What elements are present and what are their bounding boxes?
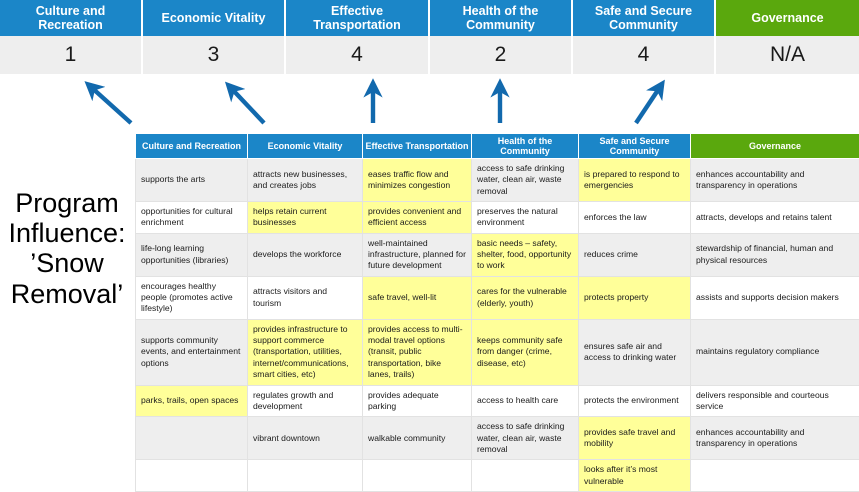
matrix-cell: attracts, develops and retains talent: [691, 202, 859, 234]
program-influence-line-3: ’Snow: [2, 248, 132, 278]
scorecard-header-governance: Governance: [716, 0, 859, 36]
matrix-header-culture-and-recreation: Culture and Recreation: [136, 134, 248, 159]
matrix-cell: walkable community: [363, 417, 472, 460]
matrix-cell: vibrant downtown: [248, 417, 363, 460]
matrix-cell-highlighted: eases traffic flow and minimizes congest…: [363, 159, 472, 202]
matrix-cell-highlighted: provides access to multi-modal travel op…: [363, 319, 472, 385]
arrow-culture-and-recreation: [91, 87, 131, 123]
matrix-cell-highlighted: safe travel, well-lit: [363, 276, 472, 319]
matrix-cell: access to safe drinking water, clean air…: [472, 159, 579, 202]
matrix-cell: attracts visitors and tourism: [248, 276, 363, 319]
scorecard-score-governance: N/A: [716, 36, 859, 74]
matrix-cell-highlighted: cares for the vulnerable (elderly, youth…: [472, 276, 579, 319]
matrix-cell: regulates growth and development: [248, 385, 363, 417]
matrix-cell: [136, 460, 248, 492]
matrix-cell: protects the environment: [579, 385, 691, 417]
matrix-cell-highlighted: provides safe travel and mobility: [579, 417, 691, 460]
matrix-cell: reduces crime: [579, 233, 691, 276]
matrix-cell: opportunities for cultural enrichment: [136, 202, 248, 234]
scorecard-score-culture-and-recreation: 1: [0, 36, 143, 74]
program-influence-line-1: Program: [2, 188, 132, 218]
table-row: supports community events, and entertain…: [136, 319, 859, 385]
matrix-header-effective-transportation: Effective Transportation: [363, 134, 472, 159]
scorecard-header-health-of-the-community: Health of the Community: [430, 0, 573, 36]
matrix-cell: encourages healthy people (promotes acti…: [136, 276, 248, 319]
matrix-header-economic-vitality: Economic Vitality: [248, 134, 363, 159]
matrix-cell-highlighted: helps retain current businesses: [248, 202, 363, 234]
matrix-cell: develops the workforce: [248, 233, 363, 276]
table-row: looks after it’s most vulnerable: [136, 460, 859, 492]
matrix-cell: [472, 460, 579, 492]
matrix-cell-highlighted: looks after it’s most vulnerable: [579, 460, 691, 492]
matrix-cell: [136, 417, 248, 460]
matrix-cell: preserves the natural environment: [472, 202, 579, 234]
scorecard-header-safe-and-secure-community: Safe and Secure Community: [573, 0, 716, 36]
matrix-cell-highlighted: keeps community safe from danger (crime,…: [472, 319, 579, 385]
matrix-cell-highlighted: provides convenient and efficient access: [363, 202, 472, 234]
matrix-cell: [691, 460, 859, 492]
table-row: life-long learning opportunities (librar…: [136, 233, 859, 276]
scorecard-header-culture-and-recreation: Culture and Recreation: [0, 0, 143, 36]
matrix-cell: delivers responsible and courteous servi…: [691, 385, 859, 417]
matrix-cell: provides adequate parking: [363, 385, 472, 417]
matrix-cell-highlighted: parks, trails, open spaces: [136, 385, 248, 417]
matrix-cell: supports community events, and entertain…: [136, 319, 248, 385]
matrix-cell: [248, 460, 363, 492]
arrow-safe-and-secure-community: [636, 87, 660, 123]
scorecard-score-health-of-the-community: 2: [430, 36, 573, 74]
matrix-cell: well-maintained infrastructure, planned …: [363, 233, 472, 276]
matrix-cell: enhances accountability and transparency…: [691, 417, 859, 460]
scorecard-header-economic-vitality: Economic Vitality: [143, 0, 286, 36]
matrix-cell-highlighted: is prepared to respond to emergencies: [579, 159, 691, 202]
program-influence-line-2: Influence:: [2, 218, 132, 248]
matrix-cell: assists and supports decision makers: [691, 276, 859, 319]
matrix-header-health-of-the-community: Health of the Community: [472, 134, 579, 159]
scorecard-score-effective-transportation: 4: [286, 36, 430, 74]
matrix-cell-highlighted: basic needs – safety, shelter, food, opp…: [472, 233, 579, 276]
matrix-cell: maintains regulatory compliance: [691, 319, 859, 385]
matrix-cell-highlighted: protects property: [579, 276, 691, 319]
program-influence-label: Program Influence: ’Snow Removal’: [2, 188, 132, 309]
matrix-header-governance: Governance: [691, 134, 859, 159]
matrix-header-safe-and-secure-community: Safe and Secure Community: [579, 134, 691, 159]
scorecard-score-economic-vitality: 3: [143, 36, 286, 74]
scorecard-score-safe-and-secure-community: 4: [573, 36, 716, 74]
scorecard-header-effective-transportation: Effective Transportation: [286, 0, 430, 36]
program-influence-line-4: Removal’: [2, 279, 132, 309]
matrix-cell: supports the arts: [136, 159, 248, 202]
matrix-cell: ensures safe air and access to drinking …: [579, 319, 691, 385]
matrix-cell: stewardship of financial, human and phys…: [691, 233, 859, 276]
matrix-cell: attracts new businesses, and creates job…: [248, 159, 363, 202]
matrix-cell: enforces the law: [579, 202, 691, 234]
table-row: encourages healthy people (promotes acti…: [136, 276, 859, 319]
matrix-cell: access to safe drinking water, clean air…: [472, 417, 579, 460]
arrow-economic-vitality: [231, 88, 264, 123]
matrix-cell-highlighted: provides infrastructure to support comme…: [248, 319, 363, 385]
matrix-cell: life-long learning opportunities (librar…: [136, 233, 248, 276]
matrix-cell: [363, 460, 472, 492]
matrix-cell: enhances accountability and transparency…: [691, 159, 859, 202]
matrix-cell: access to health care: [472, 385, 579, 417]
arrow-group: [0, 76, 859, 134]
